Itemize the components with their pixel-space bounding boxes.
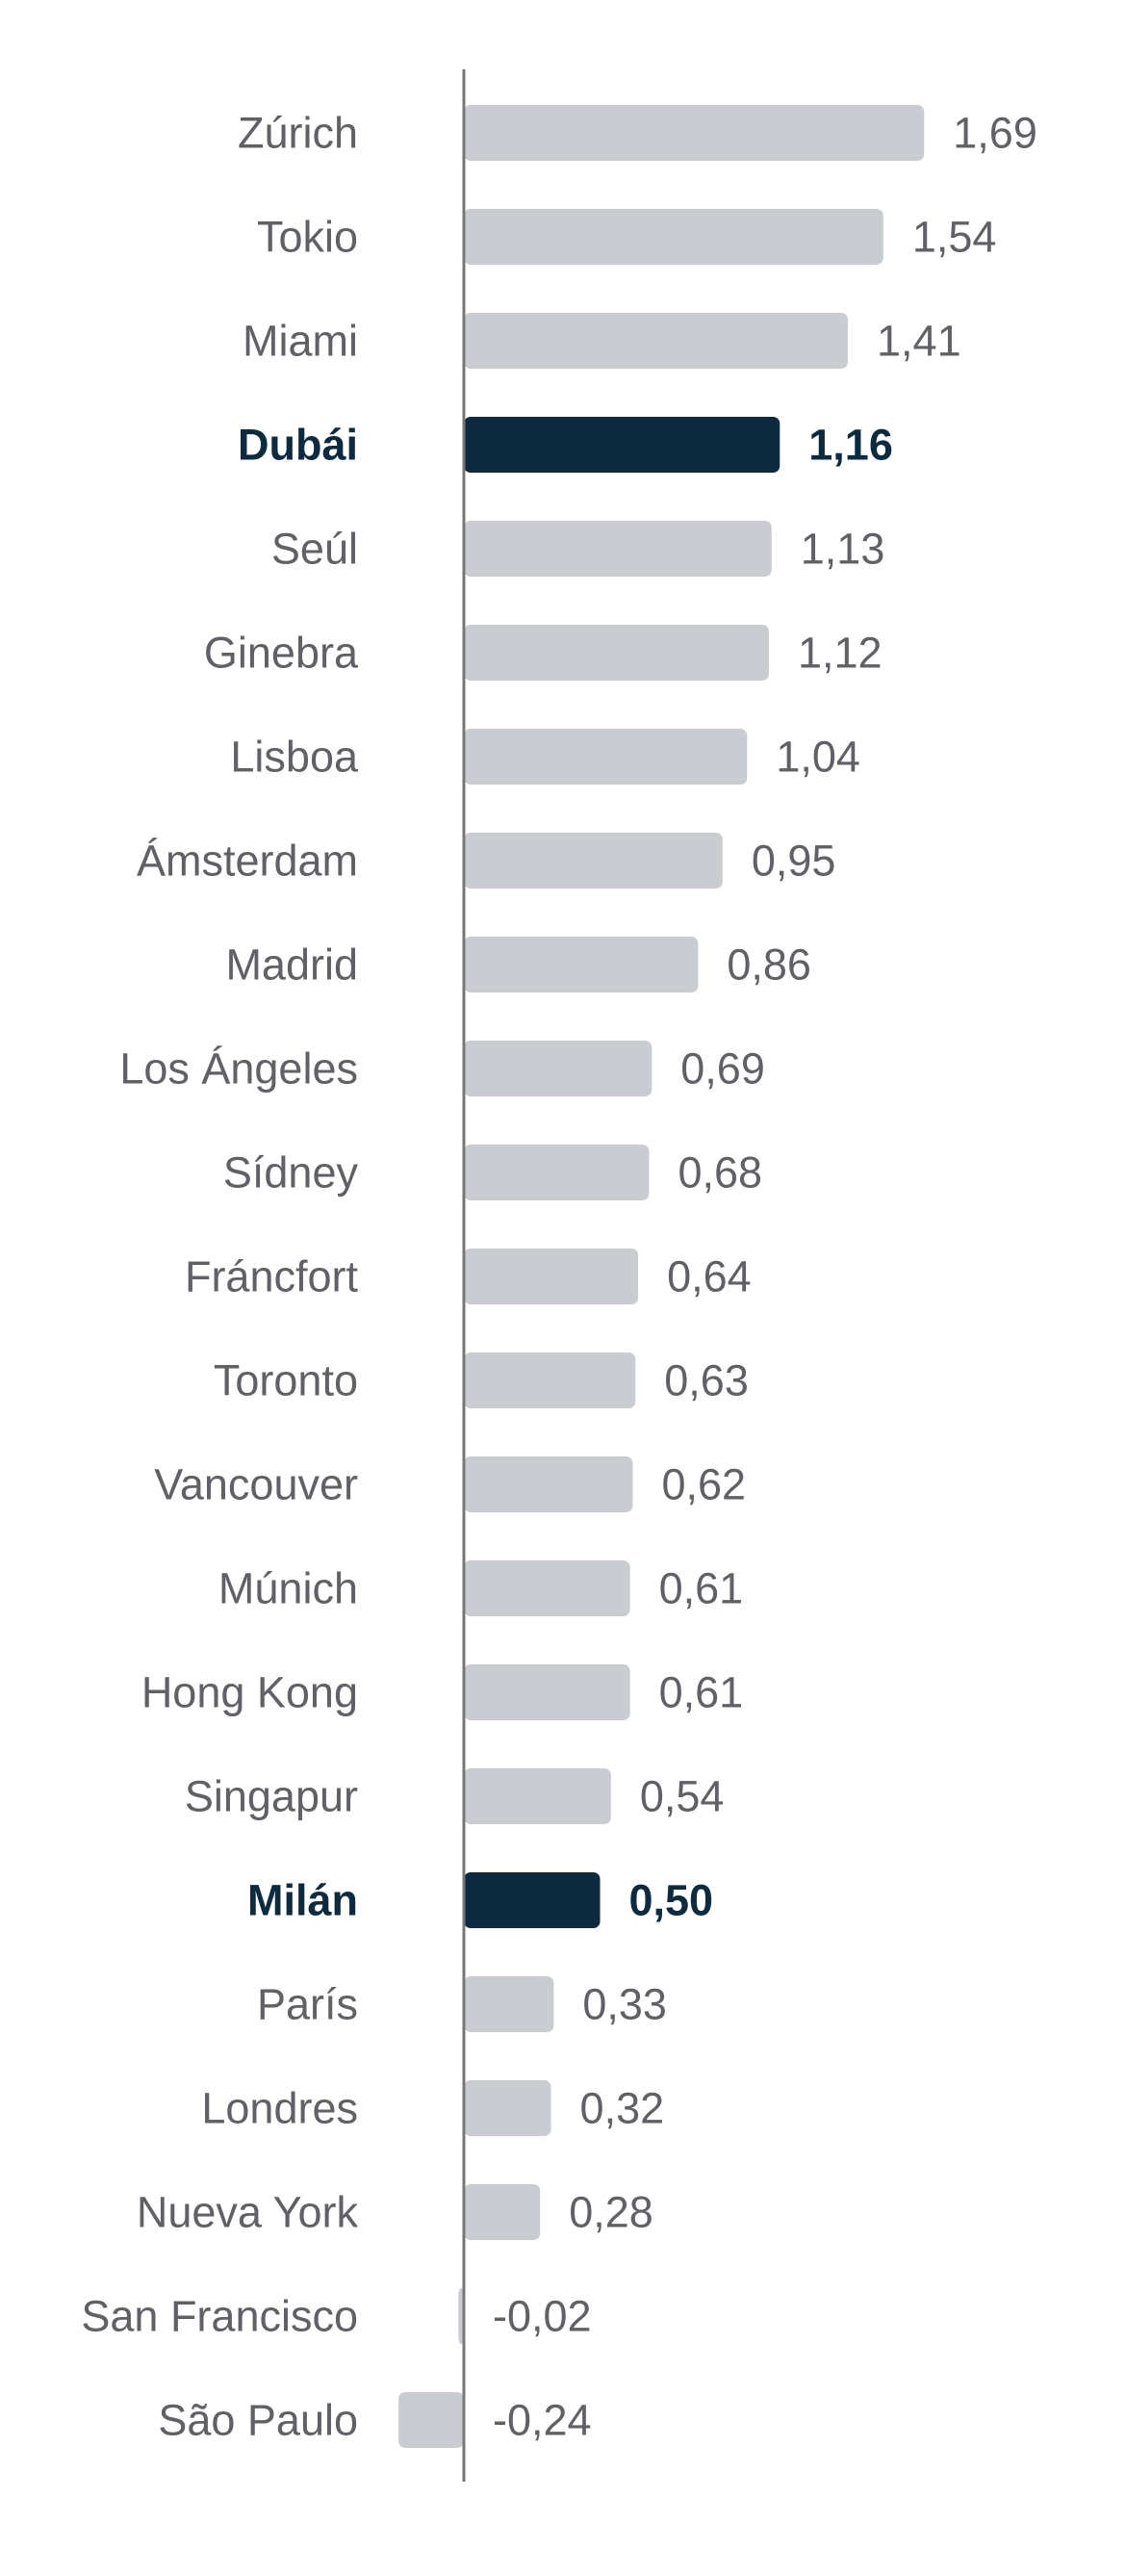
value-label-nueva-york: 0,28 (569, 2188, 653, 2237)
category-label-hong-kong: Hong Kong (141, 1668, 358, 1717)
bar-nueva-york (464, 2184, 541, 2240)
bar-milan (464, 1872, 601, 1928)
bar-paris (464, 1976, 554, 2032)
bar-miami (464, 313, 849, 369)
bar-ginebra (464, 625, 769, 681)
value-label-amsterdam: 0,95 (752, 837, 836, 886)
value-label-milan: 0,50 (629, 1876, 714, 1925)
bar-vancouver (464, 1456, 633, 1512)
value-label-hong-kong: 0,61 (659, 1668, 744, 1717)
category-label-san-francisco: San Francisco (81, 2292, 358, 2341)
category-label-zurich: Zúrich (238, 109, 358, 158)
category-label-nueva-york: Nueva York (137, 2188, 359, 2237)
bar-madrid (464, 937, 699, 992)
bar-sao-paulo (398, 2392, 464, 2448)
bar-munich (464, 1560, 630, 1616)
bar-hong-kong (464, 1664, 630, 1720)
category-label-munich: Múnich (218, 1564, 358, 1613)
value-label-miami: 1,41 (877, 317, 961, 366)
category-label-toronto: Toronto (214, 1356, 358, 1405)
value-label-paris: 0,33 (582, 1980, 667, 2029)
value-label-los-angeles: 0,69 (680, 1044, 765, 1094)
bar-seul (464, 521, 772, 577)
category-label-ginebra: Ginebra (204, 629, 359, 678)
value-labels: 1,69 1,54 1,41 1,16 1,13 1,12 1,04 0,95 0,86 0,69… (493, 109, 1037, 2445)
category-label-dubai: Dubái (238, 421, 358, 470)
category-labels: Zúrich Tokio Miami Dubái Seúl Ginebra Lisboa Ám… (81, 109, 359, 2445)
value-label-sidney: 0,68 (678, 1148, 762, 1198)
category-label-singapur: Singapur (185, 1772, 358, 1821)
bar-sidney (464, 1145, 650, 1200)
value-label-vancouver: 0,62 (661, 1460, 746, 1509)
category-label-paris: París (257, 1980, 358, 2029)
category-label-amsterdam: Ámsterdam (137, 837, 358, 886)
value-label-ginebra: 1,12 (798, 629, 883, 678)
value-label-lisboa: 1,04 (776, 733, 860, 782)
value-label-madrid: 0,86 (727, 940, 811, 990)
bar-tokio (464, 209, 883, 265)
category-label-milan: Milán (247, 1876, 358, 1925)
bar-londres (464, 2080, 551, 2136)
category-label-los-angeles: Los Ángeles (119, 1044, 358, 1094)
category-label-tokio: Tokio (257, 213, 358, 262)
bar-amsterdam (464, 833, 723, 889)
bar-toronto (464, 1352, 636, 1408)
value-label-singapur: 0,54 (640, 1772, 725, 1821)
value-label-san-francisco: -0,02 (493, 2292, 592, 2341)
value-label-tokio: 1,54 (912, 213, 997, 262)
bar-zurich (464, 105, 925, 161)
bars-group (398, 105, 925, 2448)
value-label-sao-paulo: -0,24 (493, 2396, 592, 2445)
bar-los-angeles (464, 1041, 653, 1096)
bar-lisboa (464, 729, 748, 785)
bar-singapur (464, 1768, 611, 1824)
value-label-londres: 0,32 (580, 2084, 665, 2133)
category-label-sidney: Sídney (223, 1148, 359, 1198)
category-label-madrid: Madrid (225, 940, 358, 990)
value-label-zurich: 1,69 (953, 109, 1037, 158)
category-label-francfort: Fráncfort (185, 1252, 359, 1301)
category-label-londres: Londres (201, 2084, 358, 2133)
category-label-sao-paulo: São Paulo (158, 2396, 358, 2445)
category-label-lisboa: Lisboa (230, 733, 359, 782)
category-label-vancouver: Vancouver (154, 1460, 358, 1509)
category-label-seul: Seúl (271, 525, 358, 574)
value-label-dubai: 1,16 (808, 421, 893, 470)
value-label-francfort: 0,64 (667, 1252, 752, 1301)
category-label-miami: Miami (243, 317, 358, 366)
bar-dubai (464, 417, 781, 473)
value-label-toronto: 0,63 (664, 1356, 749, 1405)
value-label-munich: 0,61 (659, 1564, 744, 1613)
value-label-seul: 1,13 (801, 525, 885, 574)
bar-francfort (464, 1249, 639, 1304)
